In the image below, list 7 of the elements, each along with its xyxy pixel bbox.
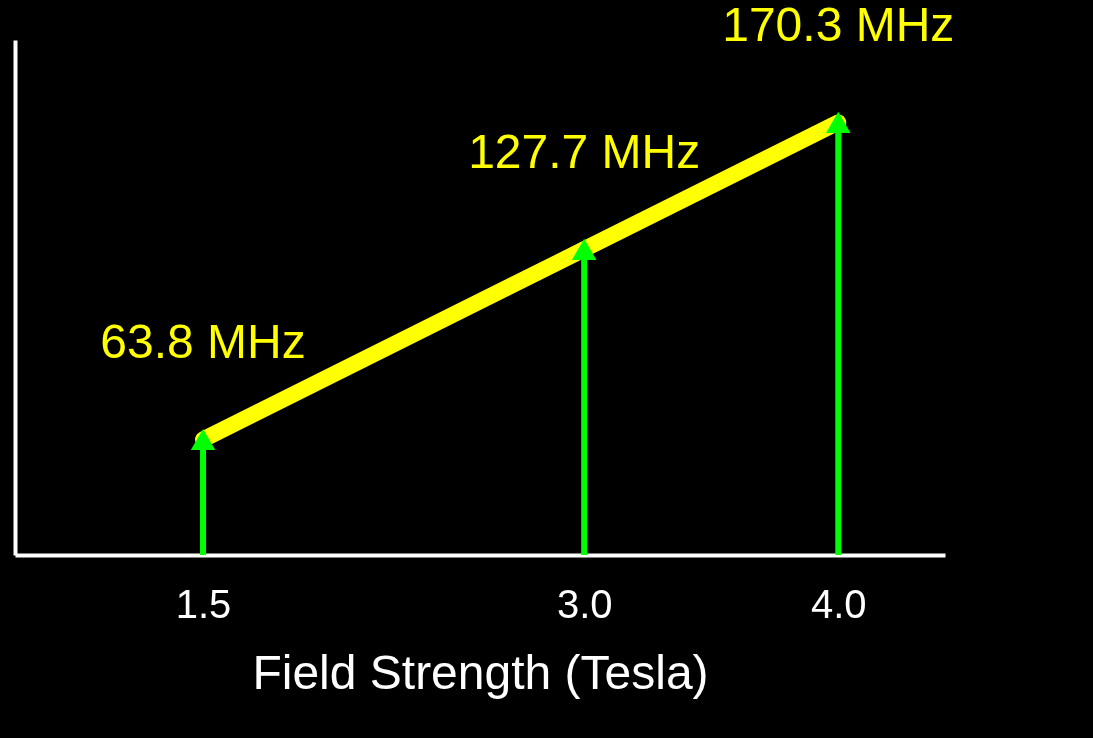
x-axis-title: Field Strength (Tesla) [252,645,709,699]
x-tick-label: 1.5 [175,581,232,626]
x-tick-label: 4.0 [810,581,867,626]
x-tick-label: 3.0 [556,581,613,626]
data-label: 63.8 MHz [100,315,306,369]
data-label: 170.3 MHz [722,0,955,52]
data-label: 127.7 MHz [468,125,701,179]
